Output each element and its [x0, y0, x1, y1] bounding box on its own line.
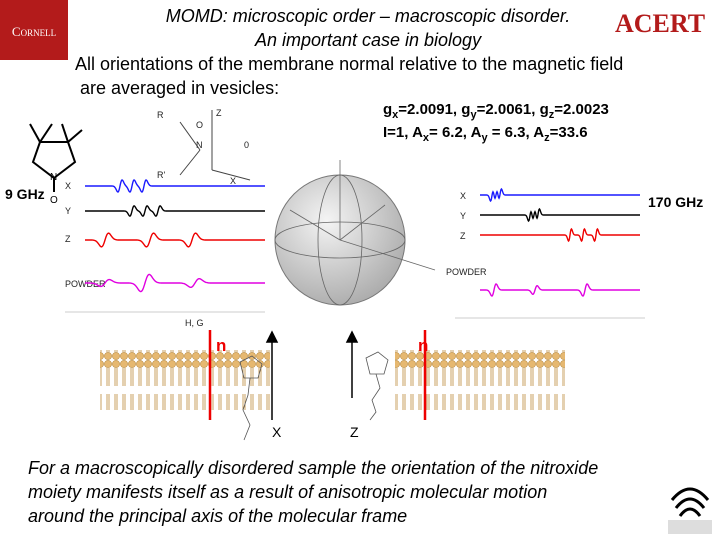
- ncrr-text: [668, 520, 712, 534]
- membrane: [395, 350, 565, 410]
- param-sub: z: [544, 132, 550, 144]
- param-value: =33.6: [550, 124, 588, 141]
- param-sub: z: [549, 109, 555, 121]
- param-sub: y: [470, 109, 477, 121]
- membrane: [100, 350, 270, 410]
- ring-n: N: [50, 172, 57, 183]
- g-params: gx=2.0091, gy=2.0061, gz=2.0023: [383, 101, 609, 121]
- mol-label: 0: [244, 140, 249, 150]
- sphere-grid: [274, 160, 436, 306]
- axis-arrows: [265, 330, 359, 420]
- spectrum-trace: [480, 283, 640, 297]
- mol-label: N: [196, 140, 203, 150]
- cornell-logo: [0, 0, 68, 60]
- freq-right: 170 GHz: [648, 194, 703, 210]
- mol-label: X: [230, 176, 236, 186]
- mol-label: O: [196, 120, 203, 130]
- ring-o: O: [50, 195, 58, 206]
- spectrum-trace: [480, 207, 640, 223]
- param-symbol: g: [540, 101, 549, 118]
- param-sub: y: [481, 132, 488, 144]
- param-value: =2.0061,: [477, 101, 540, 118]
- param-value: = 6.2,: [429, 124, 471, 141]
- param-symbol: A: [471, 124, 482, 141]
- param-value: =2.0023: [554, 101, 609, 118]
- spin-labels: [239, 351, 389, 441]
- nitroxide-ring: [29, 123, 83, 192]
- paragraph-line: around the principal axis of the molecul…: [28, 506, 407, 526]
- paragraph-line: moiety manifests itself as a result of a…: [28, 482, 547, 502]
- spectrum-label: Y: [460, 211, 466, 221]
- spectrum-trace: [85, 205, 265, 217]
- axis-label: X: [272, 424, 282, 440]
- param-sub: x: [423, 132, 430, 144]
- param-symbol: A: [412, 124, 423, 141]
- spectrum-trace: [480, 227, 640, 243]
- a-params: I=1, Ax= 6.2, Ay = 6.3, Az=33.6: [383, 124, 588, 144]
- param-symbol: g: [461, 101, 470, 118]
- spectrum-label: Y: [65, 206, 71, 216]
- spectrum-label: Z: [460, 231, 466, 241]
- spectrum-label: POWDER: [65, 279, 106, 289]
- param-symbol: A: [533, 124, 544, 141]
- frame-sketch: [179, 110, 251, 181]
- axis-label: H, G: [185, 318, 204, 328]
- spectrum-trace: [480, 187, 640, 203]
- spectrum-trace: [85, 273, 265, 293]
- mol-label: R: [157, 110, 164, 120]
- normal-label: n: [418, 336, 428, 355]
- mol-label: R': [157, 170, 165, 180]
- normal-label: n: [216, 336, 226, 355]
- spectrum-label: X: [460, 191, 466, 201]
- param-sub: x: [392, 109, 399, 121]
- mol-label: Z: [216, 108, 222, 118]
- title-line: An important case in biology: [254, 30, 482, 50]
- a-prefix: I=1,: [383, 124, 412, 141]
- subtitle-line: All orientations of the membrane normal …: [75, 54, 623, 74]
- title-line: MOMD: microscopic order – macroscopic di…: [166, 6, 570, 26]
- spectrum-label: Z: [65, 234, 71, 244]
- ncrr-logo: [670, 487, 710, 517]
- subtitle-line: are averaged in vesicles:: [80, 78, 279, 98]
- param-symbol: g: [383, 101, 392, 118]
- cornell-text: Cornell: [12, 24, 56, 39]
- freq-left: 9 GHz: [5, 186, 45, 202]
- spectrum-trace: [85, 179, 265, 193]
- acert-logo: ACERT: [615, 9, 705, 38]
- param-value: = 6.3,: [488, 124, 534, 141]
- axis-label: Z: [350, 424, 359, 440]
- param-value: =2.0091,: [398, 101, 461, 118]
- paragraph-line: For a macroscopically disordered sample …: [28, 458, 598, 478]
- spectrum-trace: [85, 232, 265, 248]
- spectrum-label: X: [65, 181, 71, 191]
- spectrum-label: POWDER: [446, 267, 487, 277]
